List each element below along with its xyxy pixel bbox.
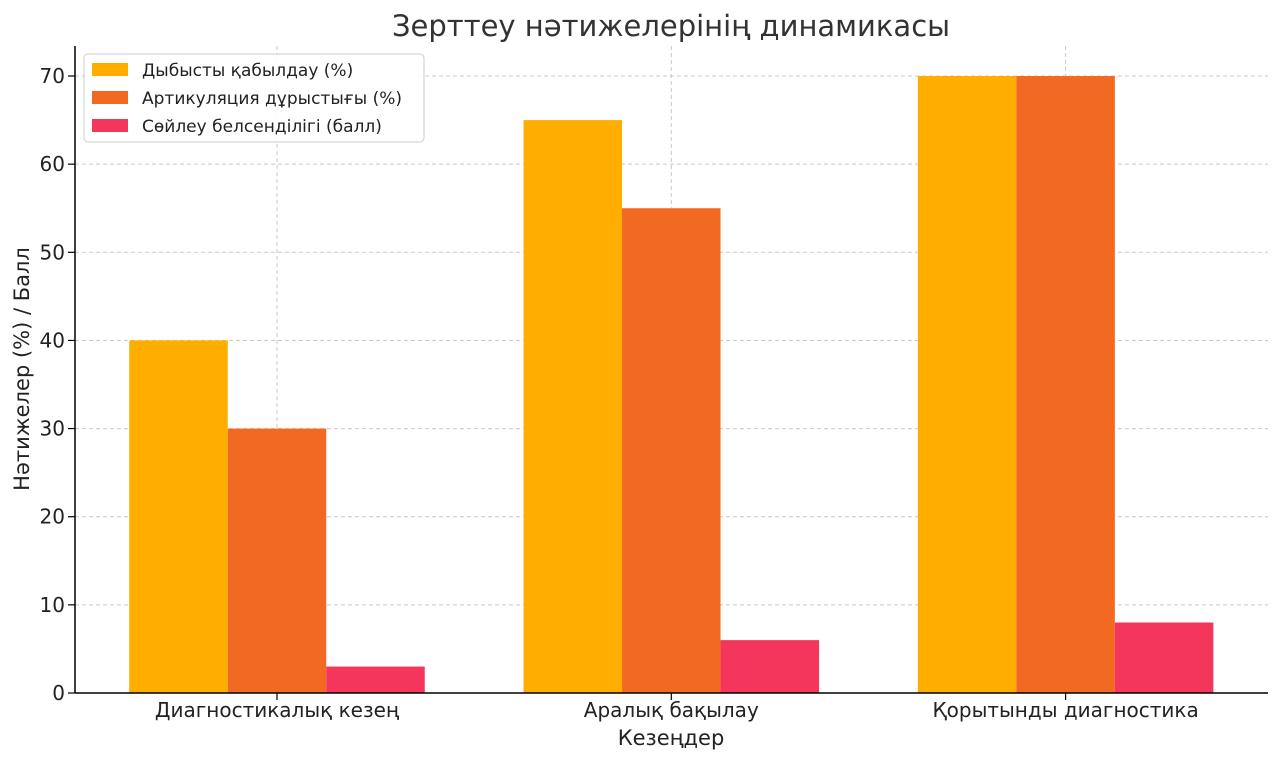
legend-label-2: Артикуляция дұрыстығы (%) <box>142 89 402 109</box>
legend-label-1: Дыбысты қабылдау (%) <box>142 61 353 81</box>
bars <box>129 76 1214 694</box>
y-tick-label: 0 <box>52 681 65 705</box>
legend-label-3: Сөйлеу белсенділігі (балл) <box>142 117 382 137</box>
bar-1-1 <box>129 340 228 693</box>
x-ticks: Диагностикалық кезең Аралық бақылау Қорыты… <box>155 693 1199 722</box>
legend: Дыбысты қабылдау (%) Артикуляция дұрыстығ… <box>83 53 425 143</box>
legend-box <box>83 53 425 143</box>
legend-swatch-1 <box>92 63 128 76</box>
bar-3-1 <box>326 666 425 693</box>
bar-2-3 <box>1016 76 1115 693</box>
x-tick-label: Қорытынды диагностика <box>932 698 1198 722</box>
y-tick-label: 10 <box>40 593 65 617</box>
bar-2-1 <box>227 428 327 693</box>
y-tick-label: 20 <box>40 505 65 529</box>
y-tick-label: 40 <box>40 328 65 352</box>
bar-1-3 <box>917 76 1017 693</box>
y-tick-label: 70 <box>40 64 65 88</box>
bar-1-2 <box>523 120 623 694</box>
y-axis-label: Нәтижелер (%) / Балл <box>10 247 34 491</box>
bar-2-2 <box>622 208 721 694</box>
x-tick-label: Аралық бақылау <box>584 698 759 722</box>
bar-3-2 <box>720 640 820 693</box>
y-tick-label: 50 <box>40 240 65 264</box>
y-tick-label: 60 <box>40 152 65 176</box>
y-ticks: 0 10 20 30 40 50 60 70 <box>40 64 75 705</box>
chart-title: Зерттеу нәтижелерінің динамикасы <box>392 9 950 43</box>
legend-swatch-3 <box>92 119 128 132</box>
y-tick-label: 30 <box>40 417 65 441</box>
legend-swatch-2 <box>92 91 128 104</box>
x-axis-label: Кезеңдер <box>618 726 725 750</box>
x-tick-label: Диагностикалық кезең <box>155 698 400 722</box>
bar-3-3 <box>1114 622 1214 693</box>
